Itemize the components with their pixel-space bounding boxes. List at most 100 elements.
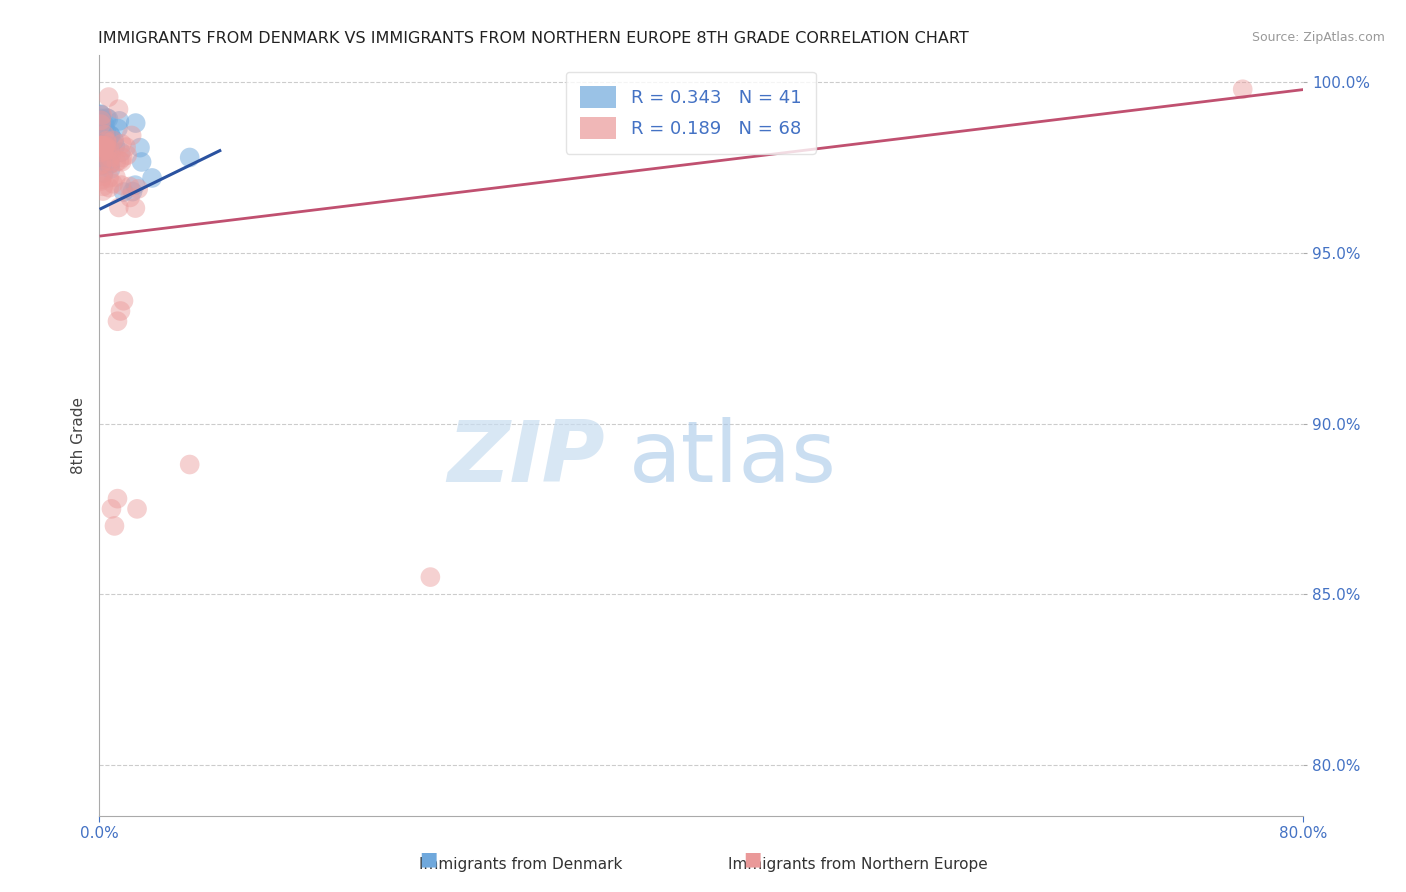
Point — [98, 157, 121, 171]
Point — [115, 148, 138, 162]
Point — [91, 138, 114, 153]
Point — [93, 141, 115, 155]
Point — [90, 138, 112, 153]
Point — [111, 154, 134, 169]
Point — [98, 170, 121, 185]
Point — [96, 125, 118, 139]
Point — [93, 144, 115, 158]
Point — [179, 151, 201, 165]
Point — [93, 131, 115, 145]
Point — [97, 90, 120, 104]
Point — [108, 153, 131, 168]
Point — [124, 116, 146, 130]
Point — [107, 491, 129, 506]
Point — [104, 139, 127, 153]
Point — [179, 458, 201, 472]
Point — [94, 143, 117, 157]
Point — [419, 570, 441, 584]
Point — [91, 145, 114, 160]
Text: Source: ZipAtlas.com: Source: ZipAtlas.com — [1251, 31, 1385, 45]
Point — [90, 158, 112, 172]
Point — [97, 139, 120, 153]
Point — [90, 157, 112, 171]
Point — [141, 170, 163, 185]
Point — [90, 153, 112, 168]
Point — [107, 121, 129, 136]
Point — [108, 114, 131, 128]
Point — [107, 314, 129, 328]
Point — [110, 145, 132, 160]
Point — [121, 185, 143, 199]
Point — [96, 134, 118, 148]
Point — [104, 169, 127, 184]
Point — [103, 519, 125, 533]
Point — [91, 135, 114, 149]
Point — [98, 180, 121, 194]
Point — [90, 112, 112, 127]
Point — [96, 141, 118, 155]
Point — [90, 143, 112, 157]
Point — [96, 144, 118, 158]
Point — [115, 140, 138, 154]
Point — [100, 145, 122, 159]
Point — [131, 155, 153, 169]
Point — [97, 112, 120, 126]
Point — [96, 111, 118, 125]
Point — [107, 201, 129, 215]
Point — [98, 142, 121, 156]
Point — [91, 179, 114, 194]
Text: IMMIGRANTS FROM DENMARK VS IMMIGRANTS FROM NORTHERN EUROPE 8TH GRADE CORRELATION: IMMIGRANTS FROM DENMARK VS IMMIGRANTS FR… — [98, 31, 969, 46]
Point — [93, 139, 115, 153]
Point — [98, 153, 121, 168]
Point — [90, 132, 112, 146]
Point — [90, 117, 112, 131]
Point — [1232, 82, 1254, 96]
Point — [103, 134, 125, 148]
Point — [90, 123, 112, 137]
Point — [90, 108, 112, 122]
Point — [100, 151, 122, 165]
Point — [127, 182, 149, 196]
Point — [98, 128, 121, 142]
Text: ■: ■ — [742, 850, 762, 869]
Point — [120, 190, 142, 204]
Y-axis label: 8th Grade: 8th Grade — [72, 397, 86, 474]
Point — [91, 169, 114, 184]
Point — [94, 118, 117, 132]
Point — [121, 128, 143, 143]
Text: atlas: atlas — [628, 417, 837, 500]
Point — [118, 179, 141, 194]
Point — [93, 128, 115, 142]
Point — [111, 151, 134, 165]
Point — [90, 159, 112, 173]
Point — [93, 141, 115, 155]
Text: Immigrants from Denmark: Immigrants from Denmark — [419, 857, 621, 872]
Point — [110, 304, 132, 318]
Text: Immigrants from Northern Europe: Immigrants from Northern Europe — [728, 857, 987, 872]
Point — [107, 102, 129, 116]
Point — [111, 136, 134, 151]
Point — [100, 162, 122, 177]
Point — [90, 150, 112, 164]
Point — [90, 145, 112, 160]
Point — [90, 107, 112, 121]
Text: ZIP: ZIP — [447, 417, 605, 500]
Point — [100, 156, 122, 170]
Point — [94, 138, 117, 153]
Point — [100, 501, 122, 516]
Point — [112, 293, 135, 308]
Point — [112, 185, 135, 199]
Point — [101, 177, 124, 191]
Point — [96, 136, 118, 150]
Point — [90, 138, 112, 153]
Point — [124, 201, 146, 215]
Point — [90, 174, 112, 188]
Point — [93, 144, 115, 158]
Point — [90, 112, 112, 126]
Text: ■: ■ — [419, 850, 439, 869]
Point — [110, 178, 132, 193]
Point — [105, 155, 128, 169]
Point — [101, 133, 124, 147]
Point — [125, 501, 148, 516]
Point — [90, 172, 112, 186]
